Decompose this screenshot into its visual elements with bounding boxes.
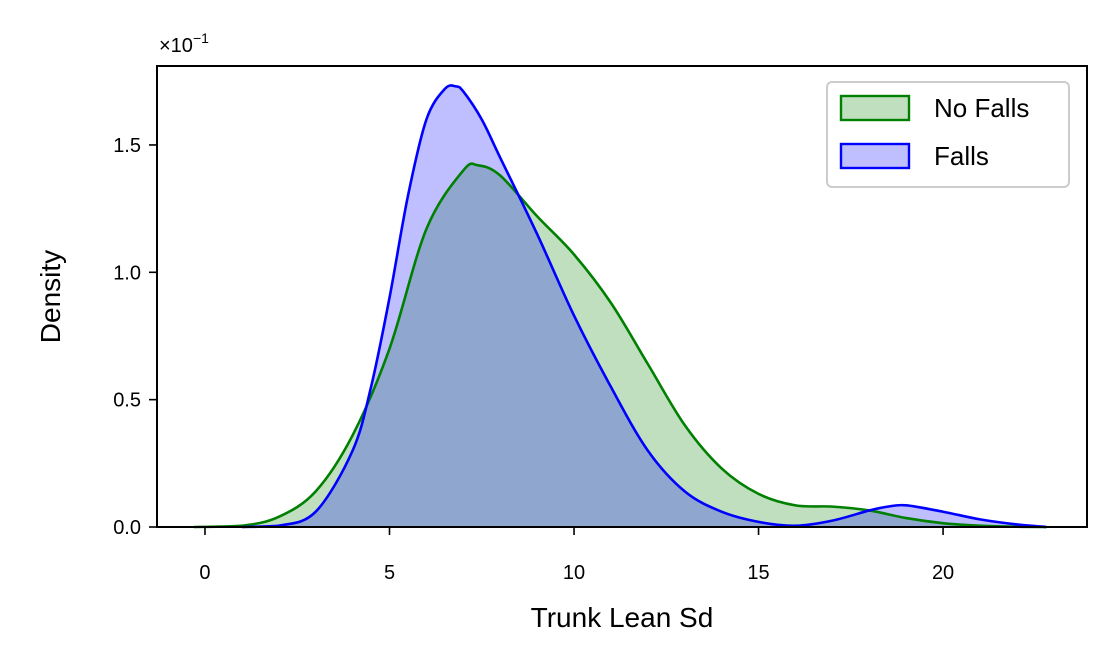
series-line-1 (241, 84, 1047, 529)
x-tick-label: 5 (384, 562, 395, 584)
x-axis-title: Trunk Lean Sd (531, 602, 714, 633)
x-tick-label: 10 (563, 562, 585, 584)
legend: No Falls Falls (826, 81, 1070, 188)
x-tick-label: 0 (199, 562, 210, 584)
y-tick-label: 1.5 (113, 135, 141, 157)
y-tick-label: 0.0 (113, 517, 141, 539)
x-tick-label: 20 (932, 562, 954, 584)
plot-frame (156, 65, 1088, 528)
series-area-0 (193, 163, 1047, 528)
y-tick-label: 0.5 (113, 390, 141, 412)
legend-label: Falls (934, 141, 989, 171)
x-tick-label: 15 (747, 562, 769, 584)
legend-swatch (839, 142, 911, 170)
y-tick-label: 1.0 (113, 262, 141, 284)
y-axis-title: Density (35, 250, 66, 343)
y-scale-multiplier: ×10−1 (159, 30, 209, 57)
legend-swatch (839, 94, 911, 122)
series-line-0 (193, 162, 1047, 529)
legend-label: No Falls (934, 93, 1029, 123)
